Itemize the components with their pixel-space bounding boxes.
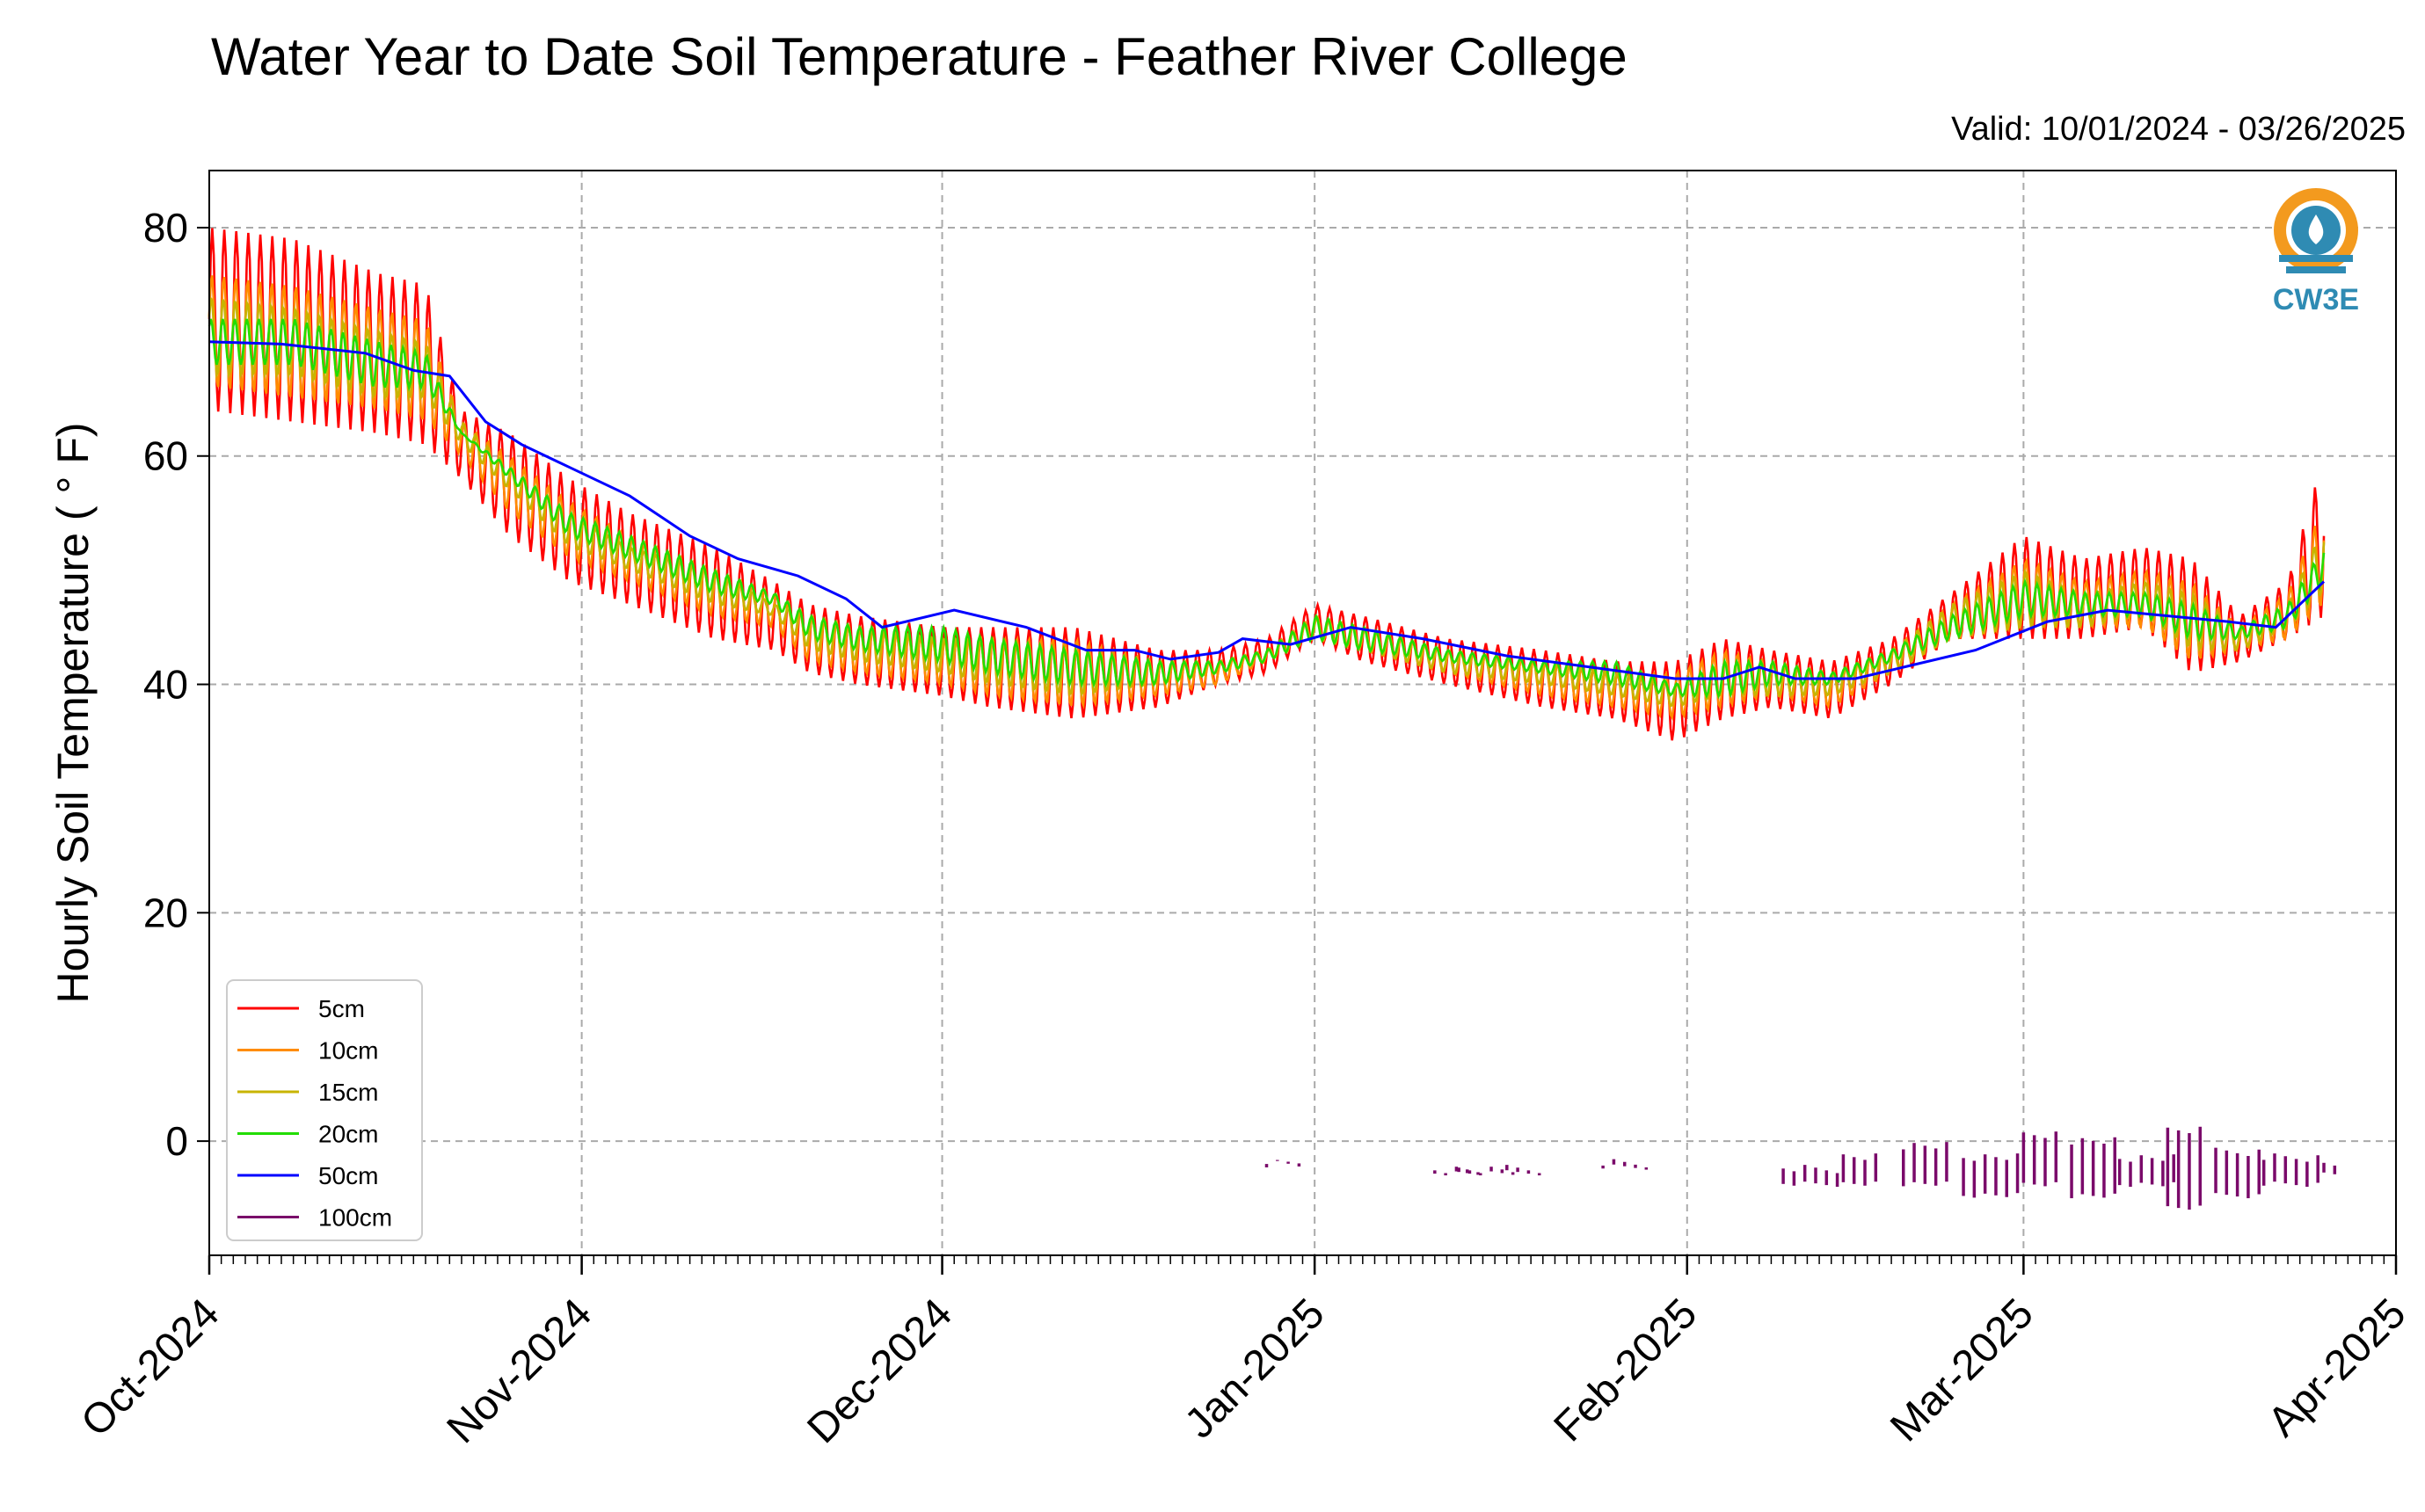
x-tick-label: Dec-2024 — [798, 1290, 961, 1453]
y-tick-label: 20 — [143, 890, 188, 935]
series-line-20cm — [208, 318, 2326, 700]
x-tick-label: Mar-2025 — [1882, 1290, 2043, 1451]
legend-label-20cm: 20cm — [318, 1121, 378, 1148]
axes: 0 20 40 60 80 Oct-2024 Nov-2024 Dec-2024 Jan-202… — [48, 170, 2415, 1453]
legend-label-5cm: 5cm — [318, 995, 365, 1022]
y-tick-label: 60 — [143, 433, 188, 479]
cw3e-logo: CW3E — [2273, 188, 2359, 316]
x-tick-label: Nov-2024 — [439, 1290, 601, 1453]
series-20cm — [208, 318, 2326, 700]
series-100cm — [1264, 1126, 2337, 1210]
logo-text: CW3E — [2273, 283, 2359, 316]
x-tick-label: Apr-2025 — [2259, 1290, 2414, 1446]
y-axis-label: Hourly Soil Temperature ( ° F) — [48, 423, 98, 1004]
legend-label-10cm: 10cm — [318, 1037, 378, 1065]
legend-label-100cm: 100cm — [318, 1204, 392, 1232]
plot-frame — [208, 170, 2397, 1256]
series-lines — [208, 228, 2337, 1210]
chart-title: Water Year to Date Soil Temperature - Fe… — [211, 27, 1628, 86]
x-tick-label: Jan-2025 — [1176, 1290, 1334, 1448]
series-line-50cm — [208, 340, 2326, 680]
legend: 5cm 10cm 15cm 20cm 50cm 100cm — [226, 979, 423, 1241]
legend-label-15cm: 15cm — [318, 1079, 378, 1106]
legend-label-50cm: 50cm — [318, 1162, 378, 1189]
x-tick-label: Feb-2025 — [1546, 1290, 1707, 1451]
grid-lines — [209, 171, 2396, 1255]
valid-date-range: Valid: 10/01/2024 - 03/26/2025 — [1951, 111, 2406, 148]
x-tick-label: Oct-2024 — [72, 1290, 228, 1446]
series-50cm — [208, 340, 2326, 680]
y-tick-label: 80 — [143, 205, 188, 251]
y-tick-label: 40 — [143, 662, 188, 708]
y-tick-label: 0 — [165, 1118, 188, 1164]
